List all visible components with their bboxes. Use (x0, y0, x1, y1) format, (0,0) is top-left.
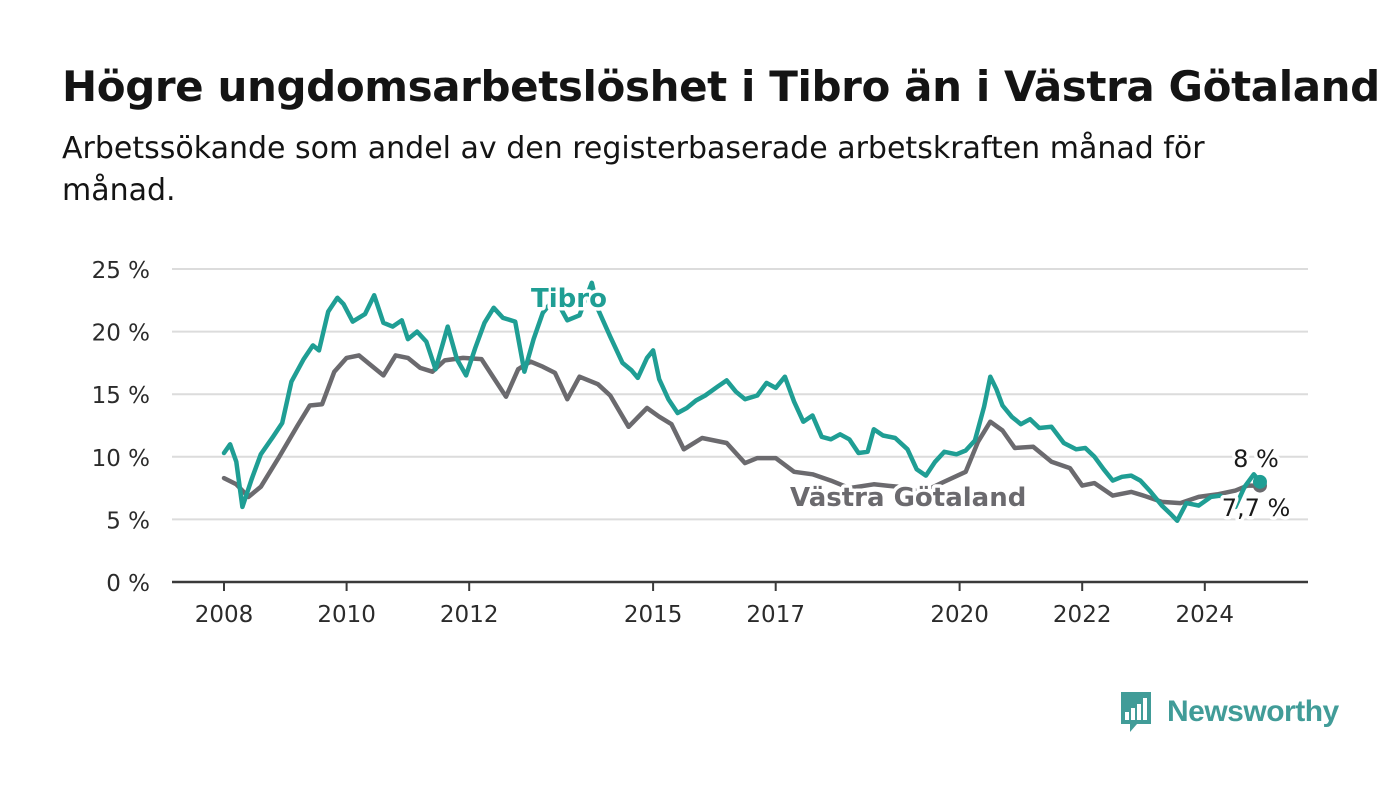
y-tick-label: 20 % (92, 321, 150, 347)
chart-title: Högre ungdomsarbetslöshet i Tibro än i V… (62, 62, 1380, 111)
y-tick-label: 25 % (92, 258, 150, 284)
series-label-vastra-gotaland: Västra Götaland (790, 483, 1026, 513)
y-tick-label: 15 % (92, 383, 150, 409)
bar-chart-icon (1121, 692, 1151, 732)
x-tick-label: 2022 (1053, 602, 1112, 628)
x-tick-label: 2017 (746, 602, 805, 628)
y-tick-label: 0 % (106, 571, 150, 597)
x-tick-label: 2015 (624, 602, 683, 628)
end-value-label-vastra-gotaland: 7,7 % (1222, 494, 1291, 522)
series-line-tibro (221, 280, 1263, 523)
x-tick-label: 2010 (317, 602, 376, 628)
x-tick-label: 2024 (1176, 602, 1235, 628)
end-value-label-tibro: 8 % (1233, 445, 1279, 473)
series-line-v-stra-g-taland (221, 353, 1263, 506)
x-tick-label: 2020 (930, 602, 989, 628)
x-tick-label: 2012 (440, 602, 499, 628)
y-tick-label: 5 % (106, 508, 150, 534)
brand-name: Newsworthy (1167, 695, 1339, 728)
x-tick-label: 2008 (195, 602, 254, 628)
y-tick-label: 10 % (92, 446, 150, 472)
chart-subtitle: Arbetssökande som andel av den registerb… (62, 131, 1205, 208)
series-label-tibro: Tibro (531, 284, 607, 314)
series-end-dot-tibro (1252, 474, 1267, 489)
newsworthy-logo: Newsworthy (1119, 690, 1339, 734)
